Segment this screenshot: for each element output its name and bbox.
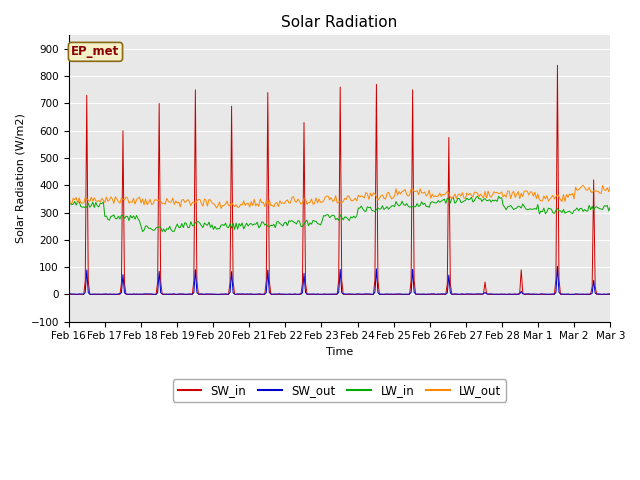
LW_in bbox=[579, 208, 587, 214]
SW_out bbox=[131, 291, 139, 297]
LW_in bbox=[228, 225, 236, 231]
SW_out bbox=[554, 264, 561, 269]
SW_in bbox=[554, 62, 561, 68]
SW_out bbox=[301, 289, 309, 295]
SW_in bbox=[578, 291, 586, 297]
SW_in bbox=[65, 291, 72, 297]
LW_out bbox=[131, 201, 139, 207]
SW_out bbox=[65, 291, 72, 297]
LW_out bbox=[246, 204, 253, 210]
SW_in bbox=[253, 291, 261, 297]
Line: SW_in: SW_in bbox=[68, 65, 611, 294]
LW_out bbox=[578, 183, 586, 189]
SW_out bbox=[579, 291, 587, 297]
LW_in bbox=[246, 221, 253, 227]
LW_in bbox=[607, 204, 614, 210]
Y-axis label: Solar Radiation (W/m2): Solar Radiation (W/m2) bbox=[15, 114, 25, 243]
Title: Solar Radiation: Solar Radiation bbox=[282, 15, 397, 30]
Line: LW_out: LW_out bbox=[68, 185, 611, 208]
SW_in bbox=[607, 291, 614, 297]
SW_out bbox=[607, 291, 614, 297]
Text: EP_met: EP_met bbox=[72, 45, 120, 59]
LW_in bbox=[255, 225, 262, 231]
LW_in bbox=[131, 216, 139, 222]
LW_in bbox=[161, 229, 169, 235]
LW_out bbox=[303, 201, 311, 207]
LW_out bbox=[65, 194, 72, 200]
LW_out bbox=[255, 204, 262, 209]
LW_in bbox=[474, 193, 481, 199]
SW_out bbox=[244, 291, 252, 297]
SW_in bbox=[244, 291, 252, 297]
Line: SW_out: SW_out bbox=[68, 266, 611, 294]
Legend: SW_in, SW_out, LW_in, LW_out: SW_in, SW_out, LW_in, LW_out bbox=[173, 379, 506, 402]
SW_in bbox=[131, 291, 139, 297]
LW_in bbox=[303, 217, 311, 223]
Line: LW_in: LW_in bbox=[68, 196, 611, 232]
SW_out bbox=[226, 289, 234, 295]
LW_out bbox=[599, 182, 607, 188]
SW_out bbox=[379, 291, 387, 297]
LW_in bbox=[65, 202, 72, 208]
LW_out bbox=[228, 200, 236, 205]
LW_out bbox=[607, 183, 614, 189]
LW_out bbox=[217, 205, 225, 211]
SW_in bbox=[301, 280, 309, 286]
X-axis label: Time: Time bbox=[326, 347, 353, 357]
SW_in bbox=[226, 278, 234, 284]
SW_out bbox=[253, 291, 261, 297]
